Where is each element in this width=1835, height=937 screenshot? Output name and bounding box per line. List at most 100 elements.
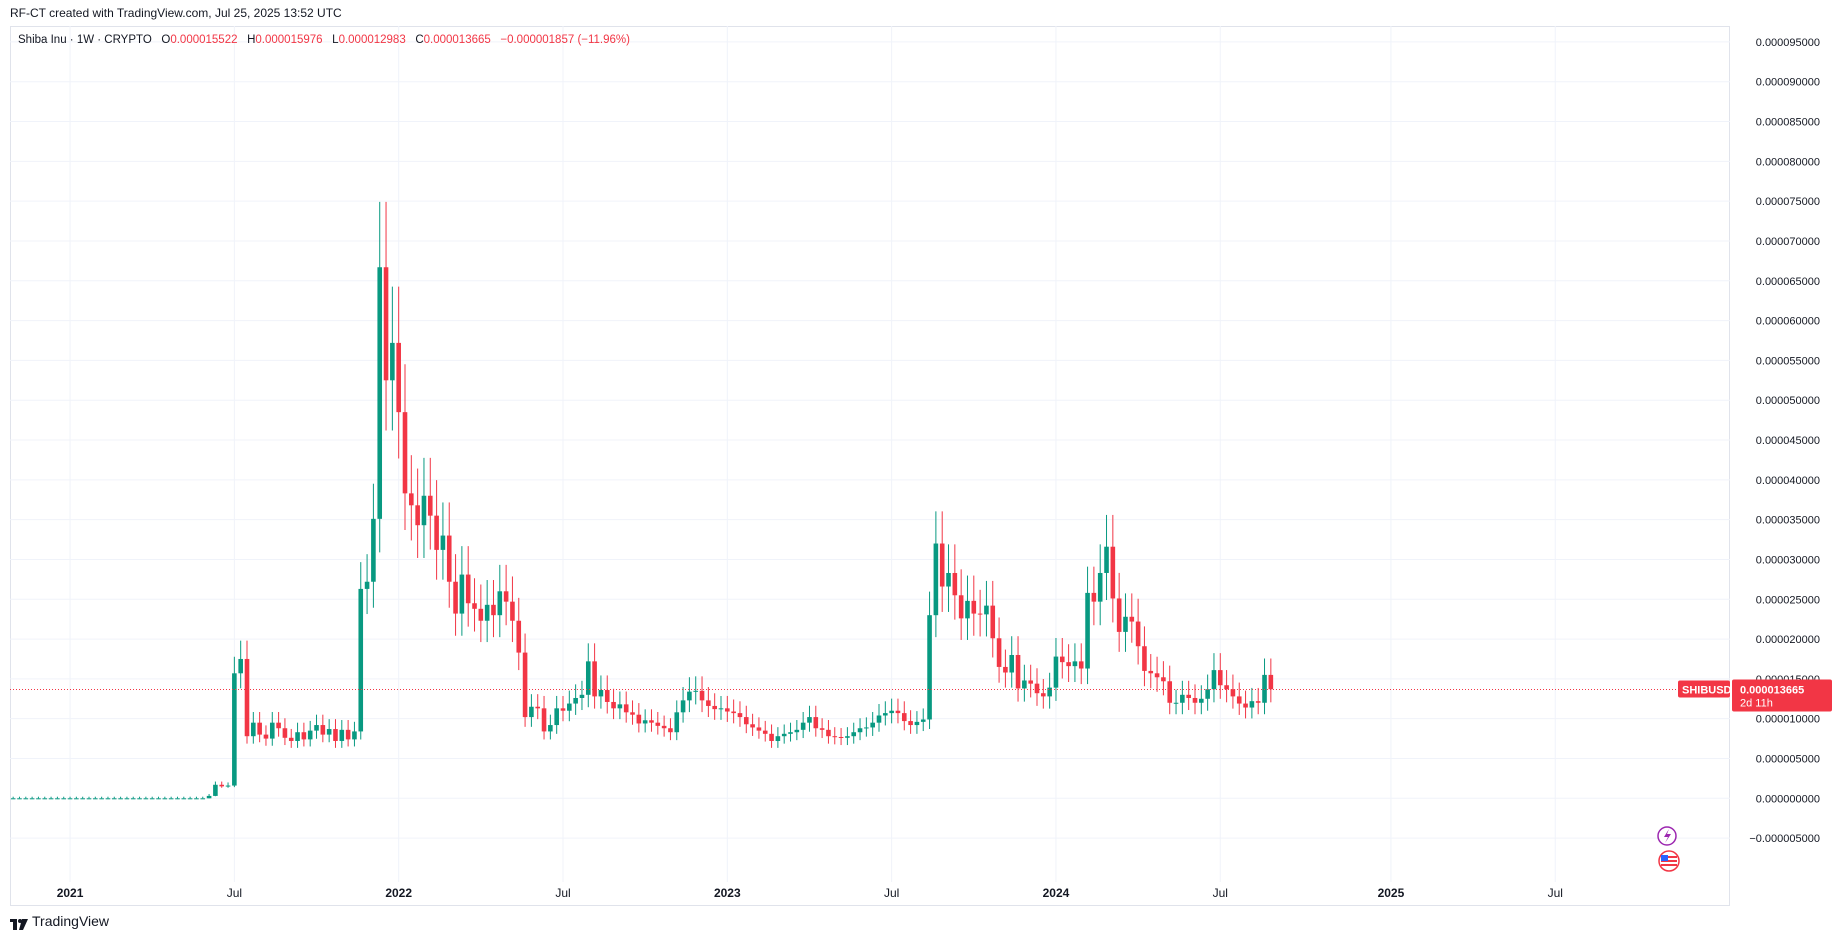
candle-body: [939, 543, 945, 587]
candle-body: [295, 732, 300, 741]
candle-body: [617, 704, 623, 709]
candle-body: [124, 798, 130, 800]
candle-body: [699, 690, 705, 701]
candle-body: [409, 493, 414, 506]
candle-body: [642, 720, 648, 724]
candle-body: [238, 658, 243, 674]
candle-body: [446, 535, 452, 582]
symbol-info[interactable]: Shiba Inu · 1W · CRYPTO: [18, 34, 152, 46]
candle-body: [668, 728, 673, 733]
candle-body: [1154, 673, 1160, 678]
x-tick-label: 2021: [57, 886, 84, 900]
candle-body: [326, 729, 332, 735]
candle-body: [762, 730, 768, 734]
open-value: 0.000015522: [170, 34, 238, 46]
candle-body: [1116, 598, 1122, 632]
candle-body: [933, 543, 939, 616]
candle-body: [1180, 694, 1185, 703]
price-tag-bg: [1732, 679, 1832, 712]
event-icons[interactable]: [1657, 826, 1680, 872]
candle-body: [604, 690, 610, 702]
candle-body: [187, 798, 193, 800]
candle-body: [864, 727, 869, 729]
high-value: 0.000015976: [255, 34, 323, 46]
candle-body: [674, 712, 680, 733]
candle-body: [497, 591, 503, 616]
candle-body: [1072, 661, 1078, 667]
candle-body: [1148, 670, 1154, 674]
candle-body: [232, 673, 237, 786]
candle-body: [1173, 702, 1179, 704]
candle-body: [105, 798, 111, 800]
candle-body: [42, 798, 48, 800]
y-tick-label: 0.000075000: [1756, 196, 1820, 208]
candle-body: [484, 604, 490, 621]
candle-body: [1129, 616, 1135, 622]
y-tick-label: 0.000060000: [1756, 316, 1820, 328]
candle-body: [965, 600, 970, 619]
candle-body: [491, 604, 496, 616]
candle-body: [307, 730, 313, 740]
candle-body: [1255, 701, 1261, 703]
chart-frame[interactable]: [10, 26, 1730, 906]
candle-body: [1003, 666, 1008, 673]
candle-body: [225, 785, 231, 787]
candle-body: [288, 737, 294, 741]
candle-body: [958, 595, 964, 619]
candle-body: [579, 694, 585, 698]
high-label: H: [247, 34, 256, 46]
candle-body: [946, 572, 951, 587]
candle-body: [80, 798, 85, 800]
candle-body: [1097, 572, 1103, 602]
candle-body: [883, 713, 888, 716]
candle-body: [301, 732, 307, 740]
price-tag: SHIBUSD 0.000013665 2d 11h: [1678, 679, 1832, 712]
footer[interactable]: TradingView: [10, 910, 109, 932]
ohlc-legend: Shiba Inu · 1W · CRYPTO O0.000015522 H0.…: [18, 34, 630, 46]
candle-body: [535, 706, 541, 709]
candle-body: [1104, 546, 1109, 573]
y-tick-label: 0.000095000: [1756, 37, 1820, 49]
footer-brand: TradingView: [32, 913, 110, 929]
candle-body: [952, 572, 958, 596]
y-tick-label: 0.000045000: [1756, 435, 1820, 447]
candle-body: [415, 505, 420, 526]
candle-body: [402, 412, 408, 494]
candle-body: [1262, 674, 1267, 703]
candle-body: [737, 713, 743, 718]
grid-lines: [10, 26, 1730, 882]
candle-body: [876, 715, 882, 723]
candle-body: [1217, 670, 1223, 686]
candle-body: [567, 703, 572, 711]
candle-body: [383, 267, 389, 381]
candle-body: [895, 710, 901, 714]
candle-body: [421, 495, 427, 526]
candle-body: [1053, 656, 1059, 688]
candle-body: [194, 798, 199, 800]
candle-body: [453, 581, 458, 614]
candle-body: [74, 798, 79, 800]
y-tick-label: 0.000000000: [1756, 793, 1820, 805]
candle-body: [1186, 694, 1191, 698]
y-tick-label: 0.000080000: [1756, 156, 1820, 168]
candle-body: [788, 732, 793, 734]
candle-body: [23, 798, 29, 800]
candle-body: [781, 733, 787, 737]
candle-body: [800, 722, 806, 730]
candle-body: [162, 798, 168, 800]
candle-body: [706, 700, 711, 706]
candle-body: [1091, 592, 1097, 602]
candle-body: [257, 722, 262, 735]
candle-body: [819, 728, 825, 730]
candle-body: [36, 798, 41, 800]
candle-body: [889, 710, 894, 714]
candle-body: [541, 708, 547, 732]
candle-body: [339, 729, 345, 741]
candle-body: [55, 798, 60, 800]
candle-body: [149, 798, 155, 800]
candle-body: [845, 736, 850, 738]
candle-body: [269, 722, 275, 739]
candle-body: [1123, 616, 1128, 632]
x-tick-label: Jul: [1213, 886, 1228, 900]
